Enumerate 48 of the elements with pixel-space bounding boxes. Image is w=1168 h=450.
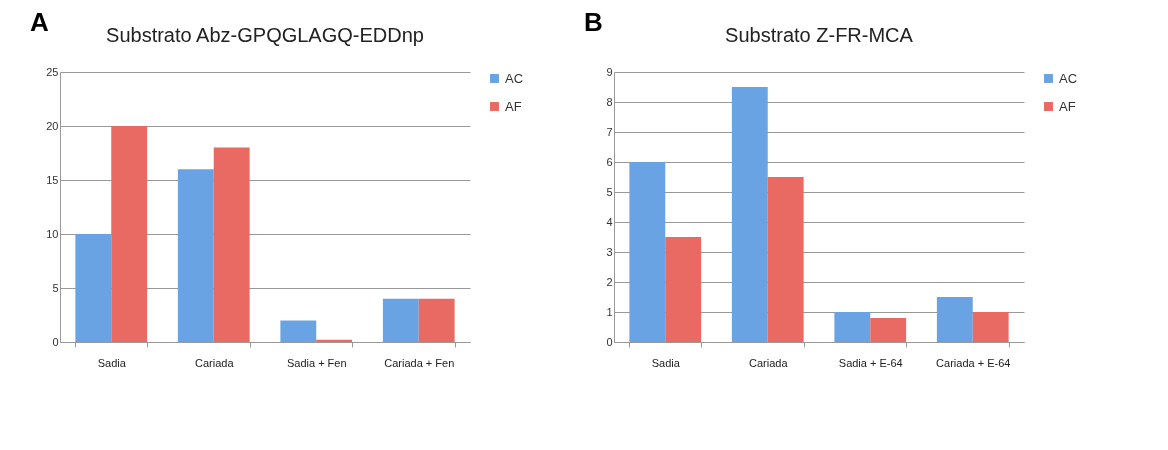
bar (834, 312, 871, 342)
x-tick-label: Sadia + E-64 (838, 356, 903, 369)
y-tick-label: 15 (46, 173, 59, 186)
bar (936, 297, 973, 342)
y-tick-label: 8 (606, 95, 613, 108)
y-tick-label: 6 (606, 155, 613, 168)
text: A (30, 7, 49, 37)
bar (665, 237, 702, 342)
bar (177, 169, 214, 342)
y-tick-label: 3 (606, 245, 613, 258)
bar (418, 298, 455, 342)
x-tick-label: Cariada + Fen (384, 356, 455, 369)
x-tick-label: Cariada (748, 356, 789, 369)
y-tick-label: 10 (46, 227, 59, 240)
text: B (584, 7, 603, 37)
y-tick-label: 20 (46, 119, 59, 132)
bar (280, 320, 317, 342)
legend-label: AC (1059, 70, 1078, 86)
bar (111, 126, 148, 342)
x-tick-label: Sadia (651, 356, 681, 369)
x-tick-label: Cariada + E-64 (936, 356, 1011, 369)
y-tick-label: 7 (606, 125, 613, 138)
bar (972, 312, 1009, 342)
legend-label: AF (1059, 98, 1076, 114)
bar (731, 87, 768, 342)
bar (767, 177, 804, 342)
bar (316, 339, 353, 342)
y-tick-label: 1 (606, 305, 613, 318)
legend-label: AC (505, 70, 524, 86)
bar (629, 162, 666, 342)
y-tick-label: 0 (606, 335, 613, 348)
chart-title: Substrato Abz-GPQGLAGQ-EDDnp (106, 24, 424, 46)
bar (213, 147, 250, 342)
x-tick-label: Sadia + Fen (286, 356, 347, 369)
chart-title: Substrato Z-FR-MCA (725, 24, 914, 46)
x-tick-label: Sadia (97, 356, 127, 369)
y-tick-label: 4 (606, 215, 613, 228)
legend-label: AF (505, 98, 522, 114)
y-tick-label: 0 (52, 335, 59, 348)
bar (382, 298, 419, 342)
y-tick-label: 5 (52, 281, 59, 294)
bar (75, 234, 112, 342)
y-tick-label: 5 (606, 185, 613, 198)
bar (870, 318, 907, 342)
y-tick-label: 2 (606, 275, 613, 288)
x-tick-label: Cariada (194, 356, 235, 369)
y-tick-label: 9 (606, 65, 613, 78)
y-tick-label: 25 (46, 65, 59, 78)
